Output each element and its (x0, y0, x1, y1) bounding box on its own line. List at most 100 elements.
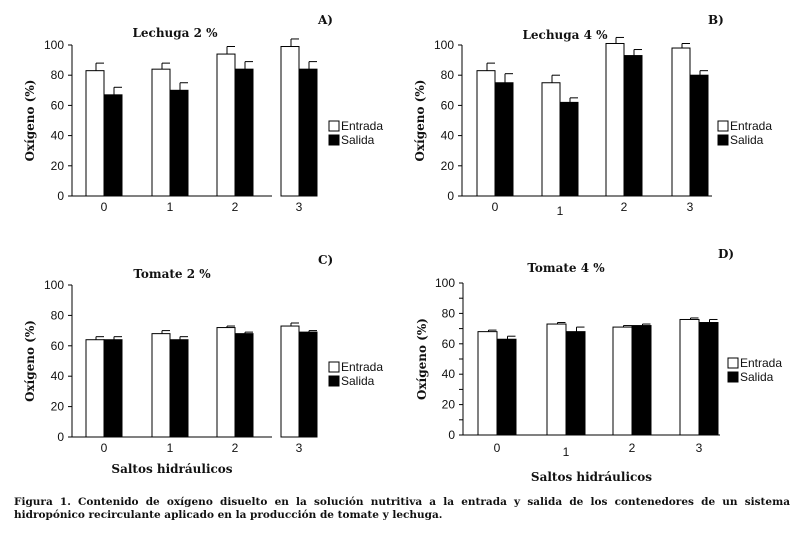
bar-entrada-3 (280, 46, 300, 197)
bar-salida-1 (565, 331, 586, 436)
y-tick-label: 0 (57, 189, 64, 203)
legend-label-entrada: Entrada (341, 119, 383, 133)
y-axis-label: Oxígeno (%) (415, 318, 429, 400)
bar-entrada-3 (671, 47, 691, 197)
chart-panel-c: Tomate 2 % C) 0 20 40 60 80 100 Oxígeno (%) 0 1 2 3 E… (23, 253, 383, 476)
bar-salida-2 (234, 68, 254, 197)
y-tick-label: 80 (51, 308, 65, 322)
y-tick-label: 80 (51, 68, 65, 82)
bar-entrada-3 (679, 318, 700, 436)
bar-entrada-0 (85, 339, 105, 438)
y-tick-label: 60 (442, 337, 456, 351)
bar-salida-2 (631, 325, 652, 436)
bar-entrada-2 (612, 326, 633, 436)
x-tick-label: 3 (696, 441, 703, 455)
legend-label-salida: Salida (730, 133, 764, 147)
y-tick-label: 80 (441, 68, 455, 82)
legend-swatch-entrada (328, 361, 340, 373)
legend-label-entrada: Entrada (341, 360, 383, 374)
bar-entrada-2 (216, 53, 236, 197)
bar-salida-3 (298, 331, 318, 438)
x-tick-label: 2 (621, 200, 628, 214)
bar-entrada-1 (541, 82, 561, 197)
bar-salida-0 (494, 82, 514, 197)
x-tick-label: 2 (232, 200, 239, 214)
legend-swatch-entrada (717, 120, 729, 132)
y-tick-label: 100 (435, 276, 455, 290)
chart-panel-b: Lechuga 4 % B) 0 20 40 60 80 100 Oxígeno (%) 0 1 2 3… (413, 13, 772, 218)
y-tick-label: 100 (434, 38, 454, 52)
y-tick-label: 20 (51, 159, 65, 173)
bar-salida-2 (623, 55, 643, 197)
legend-label-entrada: Entrada (730, 119, 772, 133)
bar-salida-1 (169, 339, 189, 438)
x-axis-label: Saltos hidráulicos (531, 470, 652, 484)
panel-letter: C) (318, 253, 333, 267)
bar-salida-3 (689, 74, 709, 197)
y-axis-label: Oxígeno (%) (23, 80, 37, 162)
y-tick-label: 100 (44, 38, 64, 52)
legend-swatch-salida (717, 134, 729, 146)
y-tick-label: 0 (57, 430, 64, 444)
x-axis-label: Saltos hidráulicos (111, 462, 232, 476)
x-tick-label: 0 (492, 200, 499, 214)
bar-entrada-1 (151, 68, 171, 197)
x-tick-label: 1 (557, 204, 564, 218)
bar-salida-0 (496, 338, 517, 436)
y-tick-label: 40 (51, 129, 65, 143)
y-tick-label: 20 (441, 159, 455, 173)
y-tick-label: 60 (51, 339, 65, 353)
legend-swatch-salida (727, 371, 739, 383)
y-tick-label: 40 (442, 367, 456, 381)
y-tick-label: 20 (51, 400, 65, 414)
x-tick-label: 2 (629, 441, 636, 455)
x-tick-label: 3 (296, 200, 303, 214)
bar-salida-1 (169, 89, 189, 197)
y-tick-label: 40 (441, 129, 455, 143)
bar-salida-0 (103, 339, 123, 438)
figure-caption: Figura 1. Contenido de oxígeno disuelto … (14, 496, 790, 521)
x-tick-label: 3 (296, 441, 303, 455)
chart-title: Tomate 4 % (527, 261, 605, 275)
bar-entrada-1 (151, 333, 171, 438)
bar-salida-1 (559, 101, 579, 197)
bar-entrada-1 (546, 323, 567, 436)
x-tick-label: 1 (167, 441, 174, 455)
bar-entrada-0 (85, 70, 105, 197)
bar-salida-3 (298, 68, 318, 197)
x-tick-label: 2 (232, 441, 239, 455)
panel-letter: B) (708, 13, 724, 27)
bar-entrada-3 (280, 325, 300, 438)
x-tick-label: 1 (563, 445, 570, 459)
y-tick-label: 20 (442, 398, 456, 412)
legend-label-salida: Salida (341, 133, 375, 147)
legend-swatch-salida (328, 134, 340, 146)
x-tick-label: 3 (687, 200, 694, 214)
bar-salida-2 (234, 333, 254, 438)
panel-letter: D) (718, 247, 734, 261)
chart-panel-d: Tomate 4 % D) 0 20 40 60 80 100 Oxígeno (%) 0 1 2 3 E… (415, 247, 782, 484)
y-tick-label: 60 (51, 98, 65, 112)
chart-panel-a: Lechuga 2 % A) 0 20 40 60 80 100 Oxígeno (%) 0 1 2 3… (23, 13, 383, 214)
legend-label-salida: Salida (740, 370, 774, 384)
legend-swatch-entrada (727, 357, 739, 369)
bar-entrada-0 (476, 70, 496, 197)
chart-title: Tomate 2 % (133, 267, 211, 281)
panel-letter: A) (317, 13, 333, 27)
bar-entrada-2 (216, 327, 236, 438)
y-tick-label: 40 (51, 369, 65, 383)
chart-title: Lechuga 2 % (132, 26, 218, 40)
x-tick-label: 0 (101, 441, 108, 455)
chart-title: Lechuga 4 % (522, 28, 608, 42)
x-tick-label: 0 (494, 441, 501, 455)
legend-label-entrada: Entrada (740, 356, 782, 370)
y-tick-label: 100 (44, 278, 64, 292)
legend-swatch-salida (328, 375, 340, 387)
bar-entrada-2 (605, 42, 625, 197)
y-tick-label: 80 (442, 306, 456, 320)
y-axis-label: Oxígeno (%) (413, 80, 427, 162)
y-tick-label: 60 (441, 98, 455, 112)
bar-entrada-0 (477, 331, 498, 436)
bar-salida-3 (698, 322, 719, 436)
